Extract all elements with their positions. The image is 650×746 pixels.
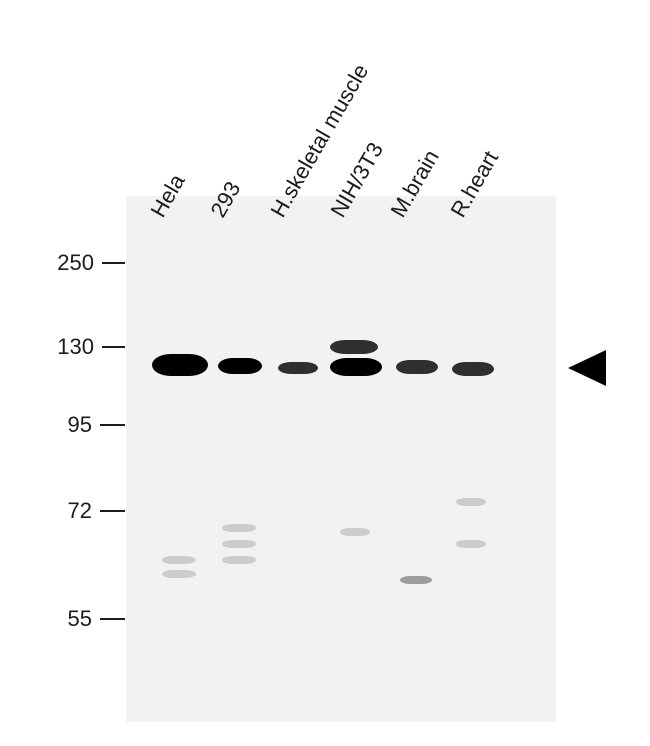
- band: [218, 358, 262, 374]
- band: [396, 360, 438, 374]
- band: [330, 340, 378, 354]
- mw-tick: [100, 510, 125, 512]
- arrow-icon: [568, 350, 606, 386]
- blot-membrane: [126, 196, 556, 722]
- band: [222, 556, 256, 564]
- mw-tick: [102, 346, 125, 348]
- mw-label: 95: [42, 412, 92, 438]
- mw-tick: [100, 424, 125, 426]
- band: [456, 540, 486, 548]
- band: [452, 362, 494, 376]
- band: [162, 570, 196, 578]
- band: [162, 556, 196, 564]
- band: [222, 540, 256, 548]
- mw-label: 250: [44, 250, 94, 276]
- band: [330, 358, 382, 376]
- mw-label: 130: [44, 334, 94, 360]
- band: [400, 576, 432, 584]
- band: [340, 528, 370, 536]
- mw-label: 72: [42, 498, 92, 524]
- band: [152, 354, 208, 376]
- band: [456, 498, 486, 506]
- band: [278, 362, 318, 374]
- band: [222, 524, 256, 532]
- mw-tick: [102, 262, 125, 264]
- mw-label: 55: [42, 606, 92, 632]
- mw-tick: [100, 618, 125, 620]
